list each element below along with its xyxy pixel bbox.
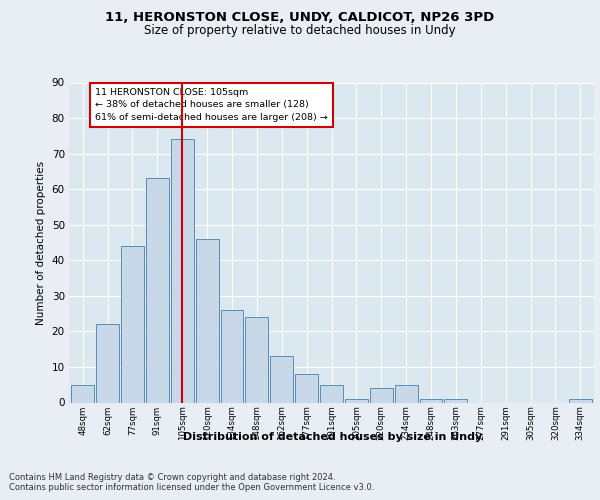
Text: Contains HM Land Registry data © Crown copyright and database right 2024.
Contai: Contains HM Land Registry data © Crown c… — [9, 472, 374, 492]
Bar — [245, 317, 268, 402]
Bar — [221, 310, 244, 402]
Bar — [171, 140, 194, 402]
Bar — [270, 356, 293, 403]
Bar — [96, 324, 119, 402]
Bar — [370, 388, 393, 402]
Bar — [146, 178, 169, 402]
Text: 11, HERONSTON CLOSE, UNDY, CALDICOT, NP26 3PD: 11, HERONSTON CLOSE, UNDY, CALDICOT, NP2… — [106, 11, 494, 24]
Y-axis label: Number of detached properties: Number of detached properties — [36, 160, 46, 324]
Bar — [569, 399, 592, 402]
Bar — [419, 399, 442, 402]
Bar — [320, 384, 343, 402]
Text: 11 HERONSTON CLOSE: 105sqm
← 38% of detached houses are smaller (128)
61% of sem: 11 HERONSTON CLOSE: 105sqm ← 38% of deta… — [95, 88, 328, 122]
Bar — [395, 384, 418, 402]
Bar — [445, 399, 467, 402]
Bar — [345, 399, 368, 402]
Text: Size of property relative to detached houses in Undy: Size of property relative to detached ho… — [144, 24, 456, 37]
Bar — [71, 384, 94, 402]
Bar — [295, 374, 318, 402]
Text: Distribution of detached houses by size in Undy: Distribution of detached houses by size … — [184, 432, 482, 442]
Bar — [196, 239, 218, 402]
Bar — [121, 246, 144, 402]
